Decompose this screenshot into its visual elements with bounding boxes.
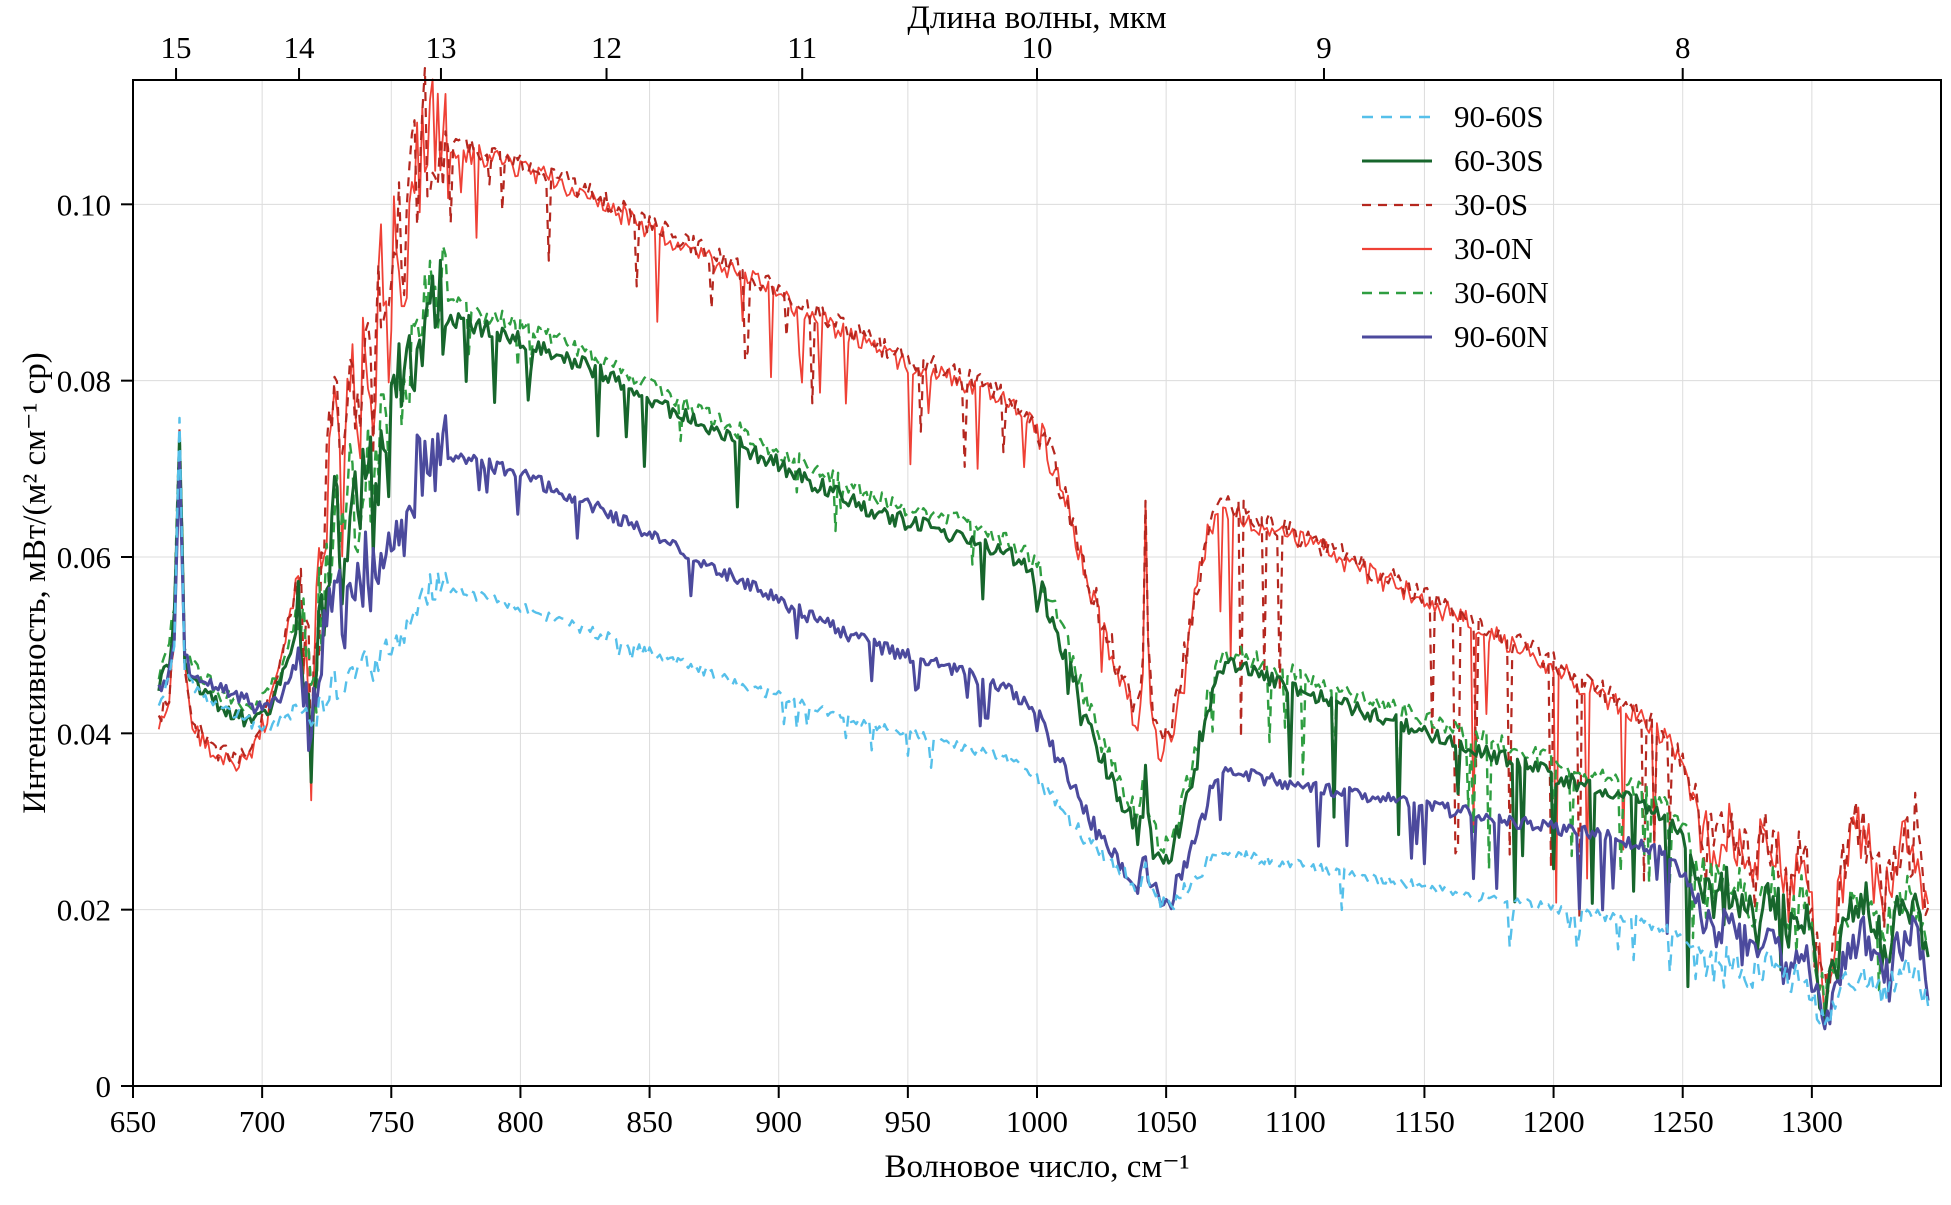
y-tick-label: 0.02	[57, 893, 111, 928]
x-tick-label: 1200	[1523, 1104, 1585, 1139]
x-axis-title: Волновое число, см⁻¹	[884, 1149, 1190, 1185]
top-tick-label: 15	[161, 30, 192, 65]
x-tick-label: 1300	[1781, 1104, 1843, 1139]
top-tick-label: 14	[284, 30, 316, 65]
legend-line-sample	[1362, 335, 1432, 338]
series-line-30-0n	[157, 78, 1929, 1022]
legend-item-30-0s: 30-0S	[1360, 188, 1549, 221]
x-tick-label: 700	[239, 1104, 286, 1139]
x-tick-label: 1150	[1394, 1104, 1455, 1139]
series-line-30-60n	[157, 244, 1930, 1014]
top-tick-label: 13	[425, 30, 456, 65]
legend-item-90-60s: 90-60S	[1360, 100, 1549, 133]
x-tick-label: 950	[885, 1104, 932, 1139]
legend-line-sample	[1362, 203, 1432, 206]
legend-item-30-0n: 30-0N	[1360, 232, 1549, 265]
x-tick-label: 1050	[1135, 1104, 1197, 1139]
y-tick-label: 0.08	[57, 364, 111, 399]
legend-label: 60-30S	[1454, 143, 1544, 178]
top-tick-label: 9	[1316, 30, 1332, 65]
legend: 90-60S 60-30S 30-0S 30-0N 30-60N 90-60N	[1360, 100, 1549, 353]
legend-line-sample	[1362, 115, 1432, 118]
top-tick-label: 12	[591, 30, 622, 65]
x-tick-label: 750	[368, 1104, 415, 1139]
y-tick-label: 0	[96, 1069, 112, 1104]
series-line-90-60s	[157, 416, 1930, 1027]
legend-line-sample	[1362, 159, 1432, 162]
y-tick-label: 0.10	[57, 187, 111, 222]
top-tick-label: 11	[787, 30, 817, 65]
top-axis-title: Длина волны, мкм	[907, 0, 1167, 36]
legend-item-60-30s: 60-30S	[1360, 144, 1549, 177]
x-tick-label: 1100	[1265, 1104, 1326, 1139]
y-tick-label: 0.04	[57, 716, 112, 751]
top-tick-label: 8	[1675, 30, 1691, 65]
series-line-30-0s	[157, 66, 1930, 996]
legend-item-30-60n: 30-60N	[1360, 276, 1549, 309]
legend-label: 30-0S	[1454, 187, 1529, 222]
x-tick-label: 650	[110, 1104, 157, 1139]
x-tick-label: 850	[626, 1104, 673, 1139]
x-tick-label: 800	[497, 1104, 544, 1139]
series-line-90-60n	[157, 414, 1930, 1031]
legend-label: 30-0N	[1454, 231, 1534, 266]
legend-label: 90-60N	[1454, 319, 1549, 354]
series-line-60-30s	[157, 258, 1930, 1024]
top-tick-label: 10	[1022, 30, 1053, 65]
legend-item-90-60n: 90-60N	[1360, 320, 1549, 353]
legend-label: 90-60S	[1454, 99, 1544, 134]
legend-label: 30-60N	[1454, 275, 1549, 310]
y-tick-label: 0.06	[57, 540, 111, 575]
x-tick-label: 900	[755, 1104, 802, 1139]
x-tick-label: 1250	[1652, 1104, 1714, 1139]
legend-line-sample	[1362, 291, 1432, 294]
legend-line-sample	[1362, 247, 1432, 250]
x-tick-label: 1000	[1006, 1104, 1068, 1139]
